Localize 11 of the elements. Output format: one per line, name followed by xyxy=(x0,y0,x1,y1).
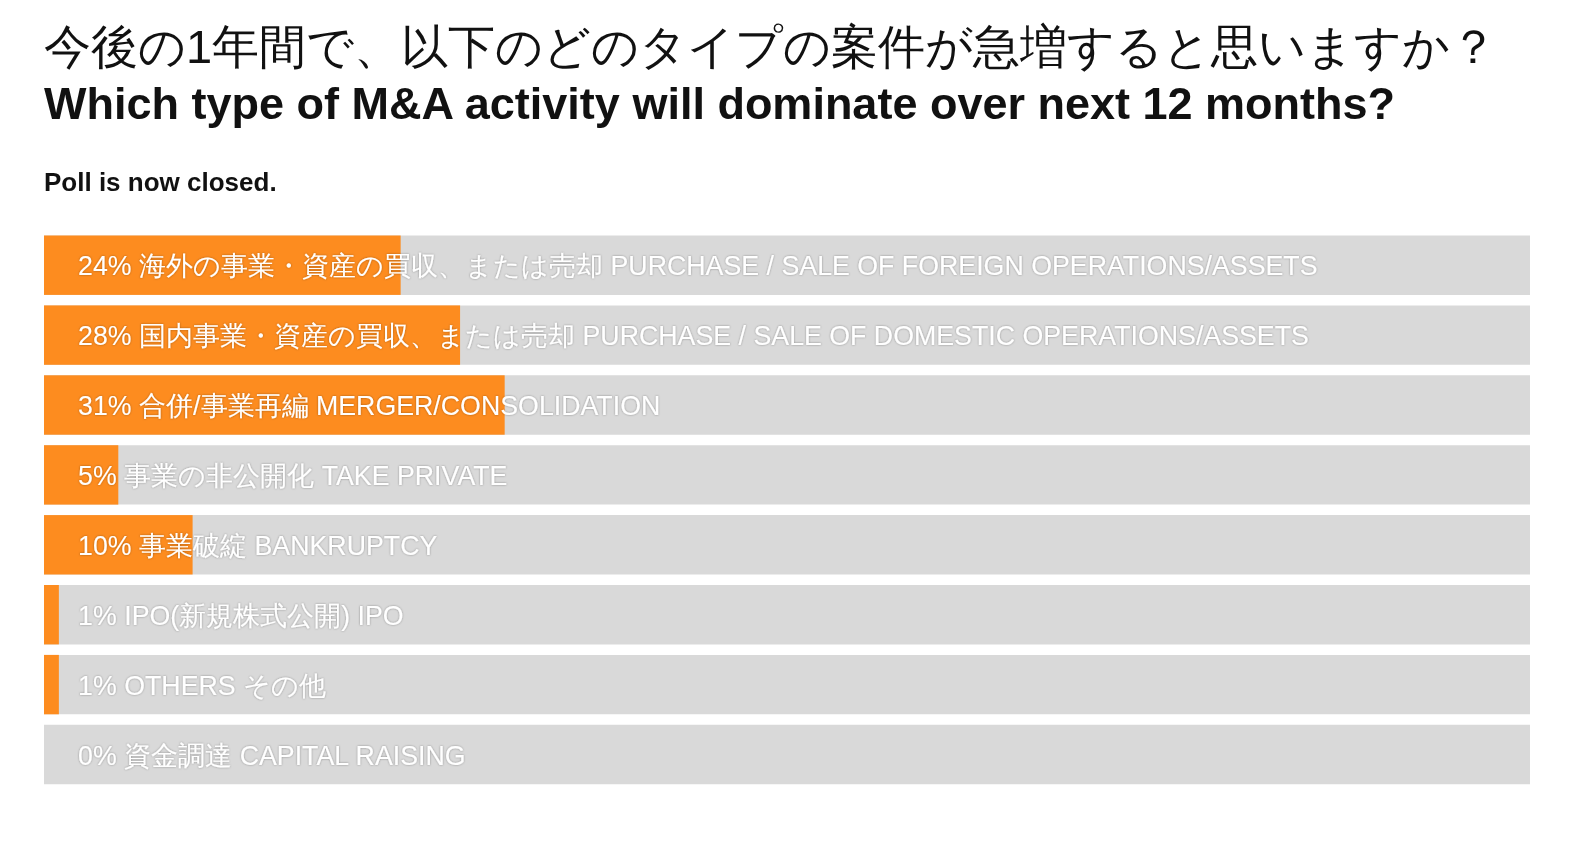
bar xyxy=(44,654,59,715)
value-label: 5% xyxy=(78,460,117,491)
bar xyxy=(44,585,59,645)
bar xyxy=(44,445,119,505)
value-label: 31% xyxy=(78,391,132,421)
subtitle: Which type of M&A activity will dominate over next 12 months? xyxy=(44,78,1396,129)
value-label: 10% xyxy=(78,530,132,561)
annotation: Poll is now closed. xyxy=(44,167,277,197)
value-label: 24% xyxy=(78,251,132,282)
value-label: 28% xyxy=(78,321,132,352)
title: 今後の1年間で、以下のどのタイプの案件が急増すると思いますか？ xyxy=(44,20,1498,73)
